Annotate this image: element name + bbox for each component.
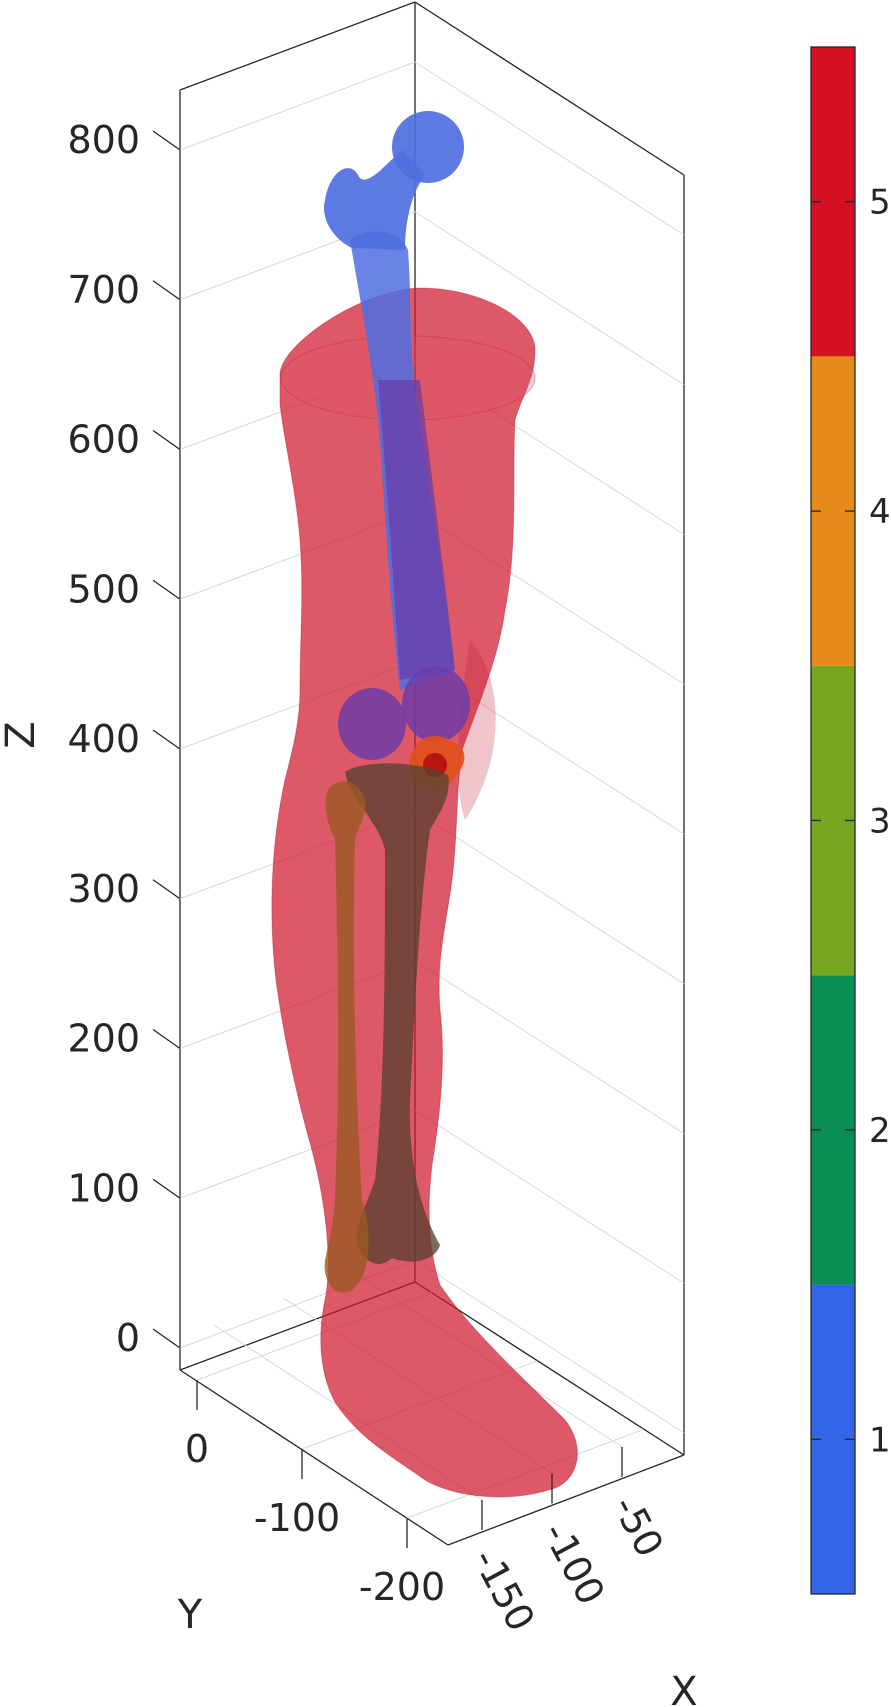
z-gridline — [414, 1109, 685, 1284]
z-tick-label: 100 — [67, 1166, 140, 1210]
fibula-shape — [324, 781, 369, 1293]
z-tick-label: 700 — [67, 268, 140, 312]
colorbar-tick-label: 4 — [869, 492, 891, 532]
colorbar-tick-label: 5 — [869, 183, 891, 223]
z-tick-label: 200 — [67, 1017, 140, 1061]
z-tick — [152, 879, 181, 900]
z-tick — [152, 579, 181, 600]
z-tick — [152, 280, 181, 301]
x-tick-label: -100 — [534, 1515, 613, 1612]
z-gridline — [179, 61, 416, 151]
z-tick-label: 800 — [67, 118, 140, 162]
tibia-shape — [345, 763, 449, 1264]
x-tick-label: -150 — [464, 1542, 543, 1639]
z-tick-label: 300 — [67, 867, 140, 911]
z-tick — [152, 429, 181, 451]
femur-condyle-medial — [402, 666, 470, 742]
z-axis-title: Z — [0, 721, 44, 748]
z-gridline — [414, 960, 685, 1134]
femur-neck — [324, 150, 425, 250]
femur-condyle-lateral — [338, 688, 406, 760]
knee-bulge — [458, 640, 496, 820]
box-edge — [447, 1454, 685, 1546]
femur-shaft-inside-leg — [378, 380, 455, 680]
z-tick-label: 400 — [67, 717, 140, 761]
z-tick-label: 600 — [67, 418, 140, 462]
y-tick-label: -200 — [359, 1565, 445, 1609]
femur — [324, 111, 470, 760]
x-tick-label: -50 — [604, 1489, 672, 1564]
z-gridline — [414, 61, 685, 236]
z-tick — [152, 1178, 181, 1199]
tibia — [345, 763, 449, 1264]
y-axis-title: Y — [177, 1592, 203, 1638]
y-tick-label: 0 — [185, 1427, 209, 1471]
colorbar-tick-label: 3 — [869, 802, 891, 842]
y-tick-label: -100 — [254, 1496, 340, 1540]
z-tick — [152, 729, 181, 750]
box-edge — [179, 1, 416, 91]
z-tick — [152, 1028, 181, 1050]
x-axis-title: X — [670, 1669, 697, 1707]
box-edge — [179, 1369, 449, 1546]
z-gridline — [414, 1259, 685, 1434]
colorbar-tick-label: 1 — [869, 1420, 891, 1460]
z-tick-label: 500 — [67, 567, 140, 611]
z-tick-label: 0 — [116, 1316, 140, 1360]
z-axis: 0 100 200 300 400 500 600 700 800 — [67, 118, 181, 1360]
z-tick — [152, 130, 181, 151]
box-edge — [414, 1281, 685, 1456]
z-gridline — [414, 810, 685, 985]
colorbar: 1 2 3 4 5 — [810, 46, 891, 1595]
z-gridline — [414, 211, 685, 386]
fibula — [324, 781, 369, 1293]
box-edge — [414, 1, 685, 176]
y-axis: 0 -100 -200 — [185, 1380, 445, 1609]
z-tick — [152, 1328, 181, 1349]
colorbar-tick-label: 2 — [869, 1111, 891, 1151]
